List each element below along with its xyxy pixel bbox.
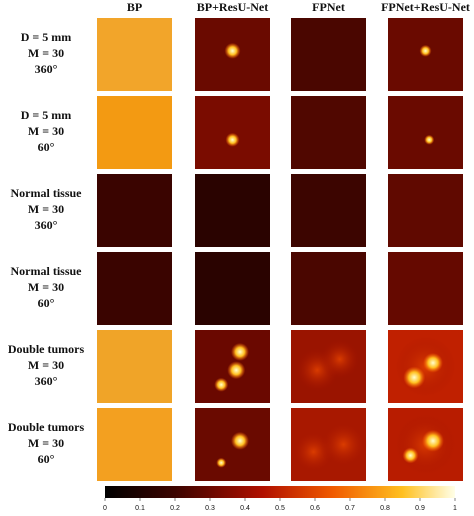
row-label: D = 5 mm — [21, 30, 72, 44]
row-label: Double tumors — [8, 420, 85, 434]
image-panel — [97, 330, 172, 403]
image-panel — [291, 174, 366, 247]
column-header: FPNet+ResU-Net — [381, 0, 470, 14]
colorbar-tick-label: 0.7 — [345, 505, 355, 512]
colorbar-tick-label: 0.4 — [240, 505, 250, 512]
image-spot — [225, 132, 240, 147]
image-spot — [423, 352, 443, 373]
image-spot — [403, 366, 426, 389]
row-label: 60° — [38, 140, 55, 154]
image-spot — [422, 429, 444, 452]
image-spot — [231, 342, 249, 361]
row-label: M = 30 — [28, 202, 64, 216]
row-label: Normal tissue — [11, 186, 83, 200]
image-panel — [195, 252, 270, 325]
row-label: 60° — [38, 296, 55, 310]
row-label: 360° — [35, 218, 58, 232]
row-label: Double tumors — [8, 342, 85, 356]
image-panel — [388, 174, 463, 247]
image-panel — [195, 96, 270, 169]
image-glow — [319, 420, 368, 469]
image-panel — [291, 18, 366, 91]
row-label: M = 30 — [28, 436, 64, 450]
colorbar-tick-label: 0.2 — [170, 505, 180, 512]
image-spot — [424, 134, 435, 145]
image-panel — [291, 96, 366, 169]
image-panel — [388, 96, 463, 169]
row-label: 60° — [38, 452, 55, 466]
image-spot — [227, 361, 246, 380]
row-label: M = 30 — [28, 280, 64, 294]
image-panel — [388, 252, 463, 325]
colorbar-tick-label: 0.5 — [275, 505, 285, 512]
row-label: M = 30 — [28, 46, 64, 60]
image-spot — [224, 42, 241, 59]
image-panel — [97, 408, 172, 481]
colorbar-tick-label: 0.1 — [135, 505, 145, 512]
colorbar-tick-label: 0.3 — [205, 505, 215, 512]
image-spot — [216, 457, 227, 468]
image-spot — [231, 431, 249, 450]
image-spot — [402, 447, 419, 464]
row-label: M = 30 — [28, 358, 64, 372]
row-label: 360° — [35, 62, 58, 76]
colorbar — [105, 486, 455, 498]
image-panel — [291, 252, 366, 325]
colorbar-tick-label: 0.6 — [310, 505, 320, 512]
row-label: D = 5 mm — [21, 108, 72, 122]
colorbar-tick-label: 1 — [453, 505, 457, 512]
image-panel — [97, 18, 172, 91]
row-label: Normal tissue — [11, 264, 83, 278]
colorbar-tick-label: 0.8 — [380, 505, 390, 512]
image-glow — [319, 339, 360, 380]
image-panel — [97, 96, 172, 169]
column-header: BP — [127, 0, 142, 14]
image-spot — [214, 377, 229, 392]
image-panel — [195, 174, 270, 247]
column-header: FPNet — [312, 0, 345, 14]
image-spot — [419, 44, 432, 57]
image-panel — [97, 252, 172, 325]
colorbar-tick-label: 0.9 — [415, 505, 425, 512]
colorbar-tick-label: 0 — [103, 505, 107, 512]
row-label: M = 30 — [28, 124, 64, 138]
row-label: 360° — [35, 374, 58, 388]
image-panel — [97, 174, 172, 247]
column-header: BP+ResU-Net — [197, 0, 268, 14]
